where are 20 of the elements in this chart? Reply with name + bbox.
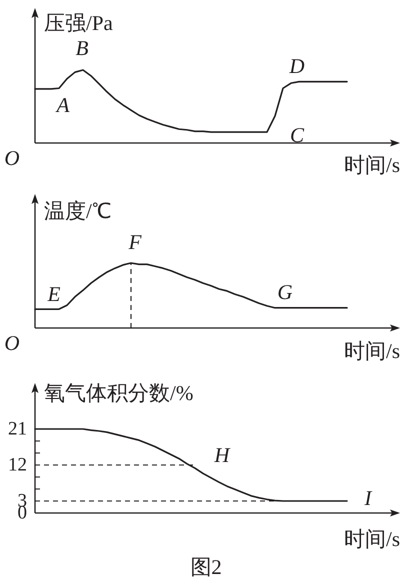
annotation: H bbox=[213, 443, 232, 467]
text: F bbox=[128, 230, 142, 254]
annotation: A bbox=[54, 93, 70, 117]
annotation: C bbox=[290, 123, 305, 147]
x-axis-title: 时间/s bbox=[344, 527, 400, 551]
text: O bbox=[4, 146, 20, 170]
x-axis-title: 时间/s bbox=[344, 339, 400, 363]
y-axis-title: 氧气体积分数/% bbox=[44, 381, 194, 405]
annotation: E bbox=[46, 282, 61, 306]
y-tick-label: 12 bbox=[8, 454, 27, 476]
y-axis-title: 温度/℃ bbox=[44, 199, 111, 223]
x-axis-title: 时间/s bbox=[344, 153, 400, 177]
y-axis-title: 压强/Pa bbox=[44, 11, 114, 35]
text: B bbox=[76, 36, 89, 60]
text: O bbox=[4, 331, 20, 355]
annotation: D bbox=[288, 54, 305, 78]
text: I bbox=[364, 486, 372, 510]
annotation: G bbox=[277, 280, 293, 304]
y-tick-label: 21 bbox=[8, 418, 27, 440]
caption: 图2 bbox=[190, 555, 222, 579]
